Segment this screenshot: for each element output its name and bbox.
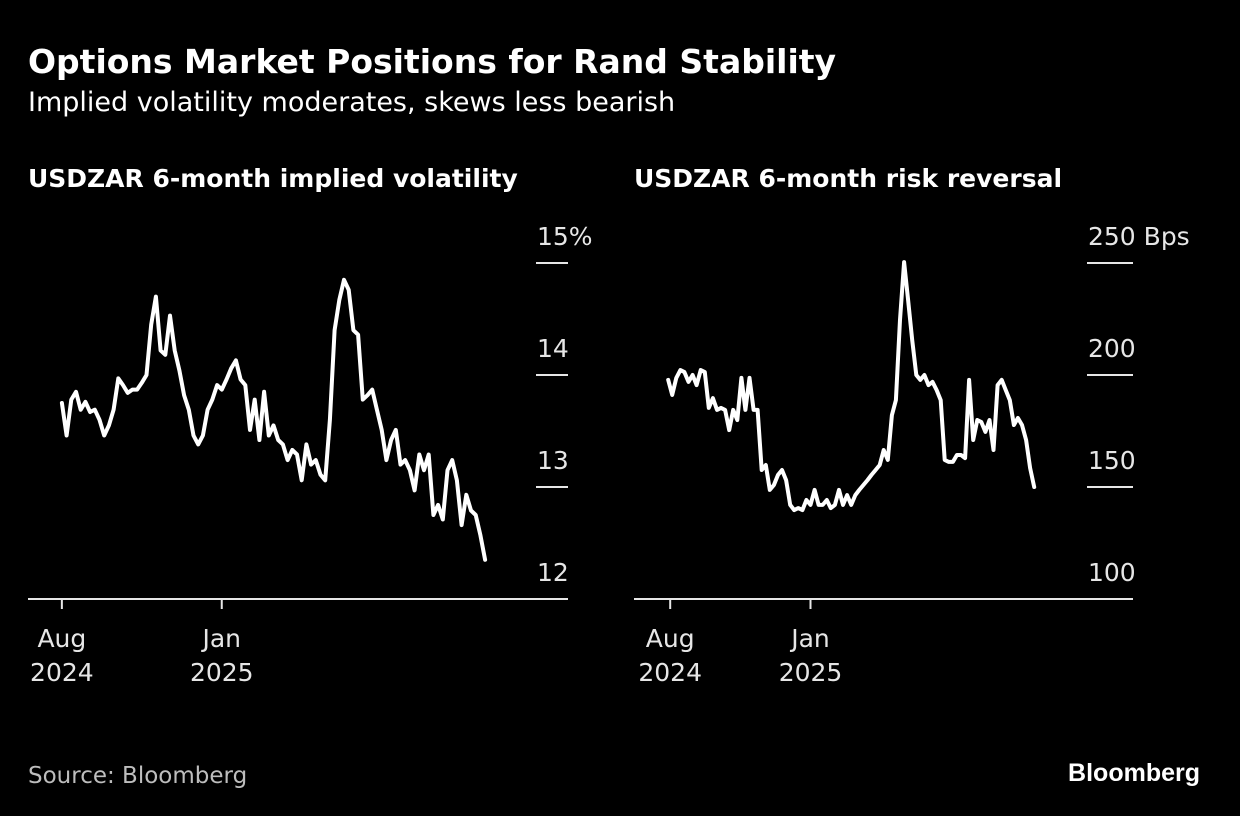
y-tick-label: 150 bbox=[1088, 446, 1136, 475]
title: Options Market Positions for Rand Stabil… bbox=[28, 42, 836, 81]
logo: Bloomberg bbox=[1068, 759, 1200, 787]
subtitle: Implied volatility moderates, skews less… bbox=[28, 87, 675, 118]
line bbox=[666, 260, 1037, 513]
source: Source: Bloomberg bbox=[28, 763, 247, 789]
x-tick-label: Jan bbox=[200, 624, 241, 653]
x-tick-label: 2024 bbox=[30, 658, 94, 687]
y-tick-label: 250 Bps bbox=[1088, 222, 1190, 251]
x-tick-label: Aug bbox=[646, 624, 695, 653]
x-tick-label: 2025 bbox=[190, 658, 254, 687]
x-tick-label: Aug bbox=[37, 624, 86, 653]
line bbox=[59, 277, 488, 562]
y-tick-label: 15% bbox=[537, 222, 593, 251]
x-tick-label: Jan bbox=[789, 624, 830, 653]
y-tick-label: 200 bbox=[1088, 334, 1136, 363]
y-tick-label: 14 bbox=[537, 334, 569, 363]
x-tick-label: 2024 bbox=[638, 658, 702, 687]
panel-title: USDZAR 6-month risk reversal bbox=[634, 164, 1062, 193]
x-tick-label: 2025 bbox=[779, 658, 843, 687]
panel-title: USDZAR 6-month implied volatility bbox=[28, 164, 518, 193]
y-tick-label: 13 bbox=[537, 446, 569, 475]
y-tick-label: 12 bbox=[537, 558, 569, 587]
y-tick-label: 100 bbox=[1088, 558, 1136, 587]
